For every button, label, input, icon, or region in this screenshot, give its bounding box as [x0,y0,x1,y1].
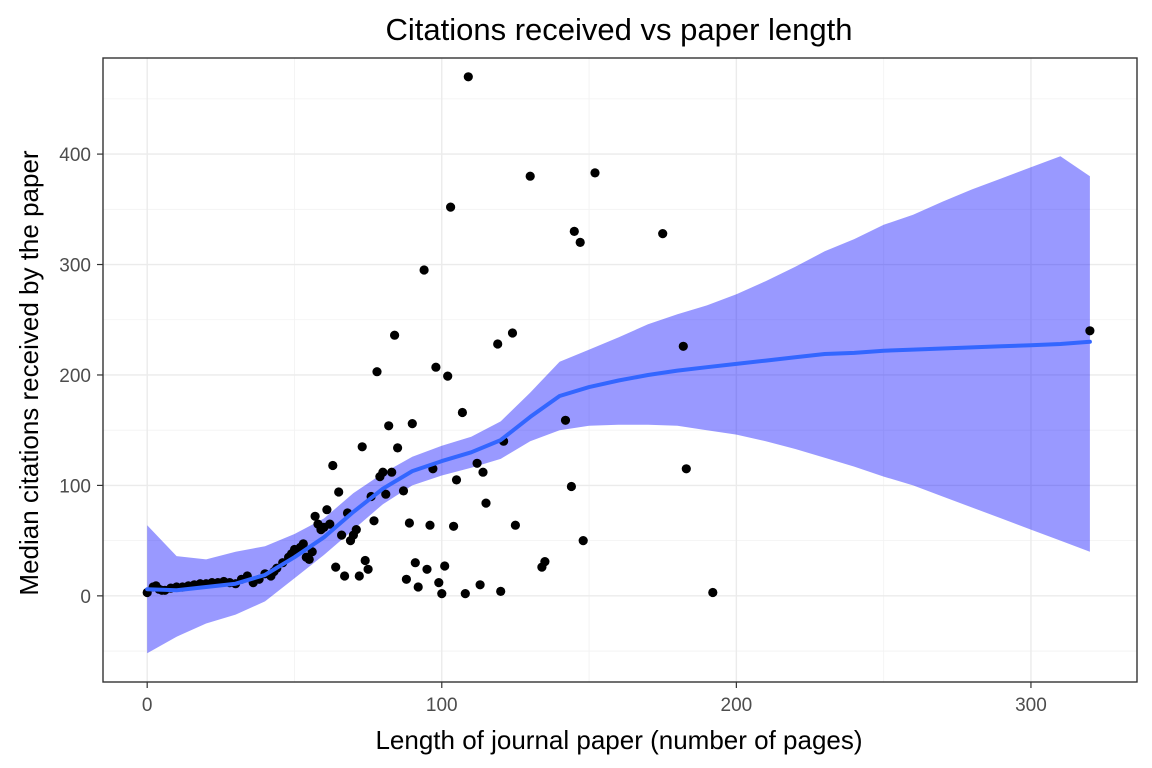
y-tick-label: 0 [80,587,91,608]
y-axis-label: Median citations received by the paper [14,150,44,595]
chart-title: Citations received vs paper length [386,12,853,47]
data-point [493,339,503,349]
data-point [510,520,520,530]
data-point [422,564,432,574]
data-point [566,481,577,492]
data-point [298,539,308,549]
data-point [437,589,447,599]
data-point [304,554,314,565]
data-point [363,564,373,574]
data-point [331,562,341,572]
data-point [449,521,459,531]
data-point [708,587,718,598]
confidence-ribbon [147,156,1090,654]
x-tick-label: 100 [426,695,458,716]
data-point [560,415,571,425]
data-point [481,498,491,508]
data-point [463,72,473,82]
data-point [431,362,441,372]
confidence-ribbon-layer [147,156,1090,654]
data-point [419,265,429,275]
data-point [307,547,317,557]
y-axis-ticks: 0 100 200 300 400 [59,145,103,608]
x-tick-label: 300 [1015,695,1047,716]
x-tick-label: 200 [721,695,753,716]
y-tick-label: 400 [59,145,91,166]
data-point [472,458,482,468]
minor-gridlines [103,58,1137,682]
data-point [540,557,550,567]
data-point [378,467,388,477]
data-point [460,589,470,599]
data-point [440,561,450,571]
data-point [475,580,485,590]
smooth-line [145,339,1092,593]
data-point [681,464,691,474]
data-point [658,229,668,239]
data-point [369,516,379,526]
y-tick-label: 100 [59,476,91,497]
plot-panel-border [102,57,1138,683]
data-point [457,407,467,418]
data-point [351,525,361,535]
data-point [678,341,688,351]
data-point [578,536,588,546]
data-point [404,518,414,528]
data-point [446,202,456,212]
data-point [569,226,579,236]
data-point [575,237,585,247]
data-point [387,467,397,477]
data-point [398,486,409,496]
data-point [425,520,435,530]
major-gridlines [103,58,1137,682]
data-point [310,511,320,521]
data-point [322,505,332,515]
data-point [401,574,411,584]
y-tick-label: 300 [59,256,91,277]
data-point [1085,326,1095,336]
data-point [407,419,417,429]
data-point [478,467,488,477]
data-point [357,442,367,452]
data-point [413,582,423,592]
data-point [372,367,382,377]
data-point [410,558,420,568]
data-point [334,487,344,497]
data-point [590,168,600,178]
data-points-layer [142,72,1095,599]
data-point [507,328,518,338]
data-point [434,578,444,588]
data-point [354,571,364,581]
data-point [325,519,335,529]
data-point [337,530,347,540]
data-point [340,571,350,581]
data-point [496,586,506,597]
data-point [393,443,403,453]
data-point [443,371,453,381]
x-axis-label: Length of journal paper (number of pages… [375,725,862,755]
data-point [360,555,370,566]
y-tick-label: 200 [59,366,91,387]
smooth-line-layer [145,339,1092,593]
x-axis-ticks: 0 100 200 300 [142,682,1047,716]
data-point [451,475,462,485]
data-point [328,460,338,471]
data-point [390,330,400,340]
data-point [381,489,391,499]
data-point [384,421,394,431]
x-tick-label: 0 [142,695,153,716]
data-point [525,171,535,181]
